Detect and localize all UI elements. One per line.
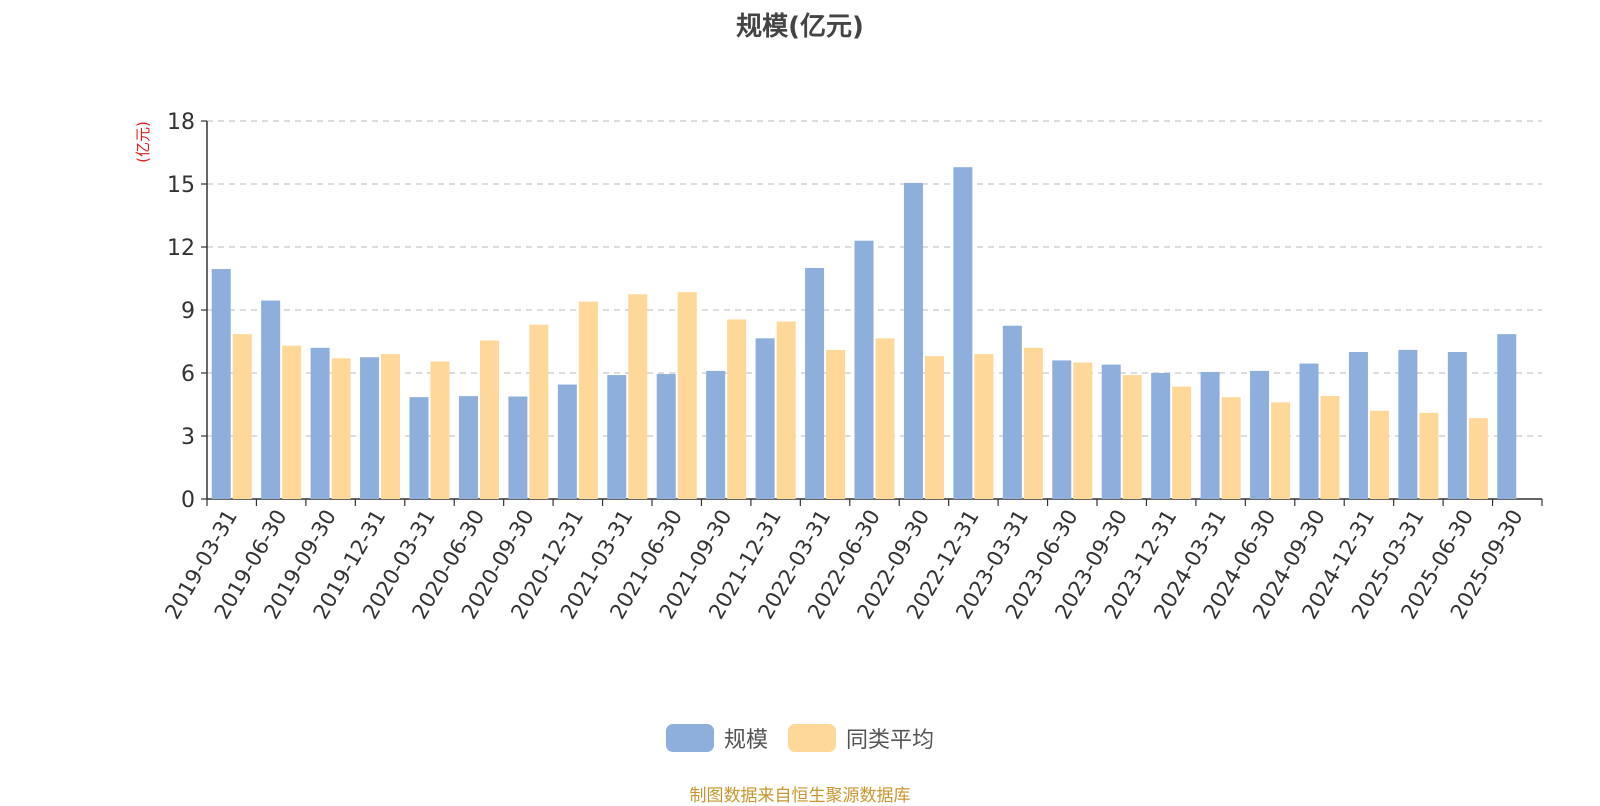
bar-series-1[interactable]	[1348, 352, 1368, 499]
bar-series-2[interactable]	[1320, 396, 1340, 499]
bar-series-1[interactable]	[1497, 334, 1517, 499]
legend: 规模 同类平均	[0, 722, 1600, 754]
bar-series-2[interactable]	[1271, 402, 1291, 499]
y-tick-label: 9	[181, 299, 195, 324]
axes	[201, 120, 1543, 506]
bars	[211, 167, 1517, 500]
bar-series-1[interactable]	[1002, 325, 1022, 499]
legend-item-series-2[interactable]: 同类平均	[788, 722, 934, 754]
bar-series-2[interactable]	[282, 345, 302, 499]
y-tick-label: 0	[181, 488, 195, 513]
legend-swatch-series-2	[788, 724, 836, 752]
bar-series-2[interactable]	[727, 319, 747, 499]
bar-series-2[interactable]	[578, 301, 598, 499]
bar-series-2[interactable]	[875, 338, 895, 499]
bar-series-2[interactable]	[924, 356, 944, 499]
bar-series-2[interactable]	[776, 321, 796, 499]
y-tick-label: 15	[167, 173, 195, 198]
bar-series-1[interactable]	[607, 375, 627, 499]
data-source-footer: 制图数据来自恒生聚源数据库	[689, 786, 911, 806]
bar-series-1[interactable]	[261, 300, 281, 499]
bar-series-1[interactable]	[706, 370, 726, 499]
bar-series-2[interactable]	[1369, 410, 1389, 499]
bar-series-2[interactable]	[677, 292, 697, 499]
legend-swatch-series-1	[665, 724, 714, 752]
bar-series-2[interactable]	[1073, 362, 1093, 500]
bar-series-2[interactable]	[1468, 418, 1488, 499]
legend-item-series-1[interactable]: 规模	[665, 722, 768, 754]
bar-series-1[interactable]	[1447, 352, 1467, 499]
y-tick-label: 12	[167, 236, 195, 261]
bar-series-2[interactable]	[1023, 347, 1043, 499]
legend-label-series-1: 规模	[723, 728, 768, 753]
legend-label-series-2: 同类平均	[846, 728, 935, 753]
bar-series-1[interactable]	[805, 268, 825, 499]
y-tick-label: 6	[181, 362, 195, 387]
bar-series-1[interactable]	[854, 240, 874, 499]
bar-series-1[interactable]	[458, 396, 478, 499]
bar-series-2[interactable]	[232, 334, 252, 499]
bar-series-1[interactable]	[557, 384, 577, 499]
bar-series-1[interactable]	[1151, 373, 1171, 499]
bar-series-1[interactable]	[903, 182, 923, 499]
bar-series-1[interactable]	[310, 347, 330, 499]
bar-series-2[interactable]	[430, 361, 450, 499]
bar-series-1[interactable]	[211, 269, 231, 499]
bar-series-1[interactable]	[1200, 371, 1220, 499]
bar-series-2[interactable]	[974, 354, 994, 499]
bar-series-2[interactable]	[826, 349, 846, 499]
bar-series-2[interactable]	[1122, 375, 1142, 499]
bar-series-2[interactable]	[1221, 397, 1241, 499]
bar-series-2[interactable]	[1172, 386, 1192, 499]
chart-title: 规模(亿元)	[736, 12, 864, 42]
y-tick-label: 3	[181, 425, 195, 450]
y-tick-label: 18	[167, 110, 195, 135]
bar-series-2[interactable]	[1419, 412, 1439, 499]
bar-series-1[interactable]	[409, 397, 429, 499]
bar-series-2[interactable]	[331, 358, 351, 499]
bar-series-2[interactable]	[479, 340, 499, 499]
bar-series-1[interactable]	[360, 357, 380, 499]
bar-series-1[interactable]	[1398, 349, 1418, 499]
bar-series-1[interactable]	[1250, 370, 1270, 499]
bar-series-2[interactable]	[529, 324, 549, 499]
bar-series-1[interactable]	[953, 167, 973, 499]
bar-series-1[interactable]	[1299, 363, 1319, 499]
bar-series-1[interactable]	[755, 338, 775, 499]
bar-series-1[interactable]	[656, 374, 676, 499]
bar-series-2[interactable]	[628, 294, 648, 499]
bar-series-2[interactable]	[381, 354, 401, 499]
bar-series-1[interactable]	[1101, 364, 1121, 499]
grid-lines	[207, 120, 1542, 437]
bar-series-1[interactable]	[508, 396, 528, 499]
y-axis-label: (亿元)	[134, 121, 152, 163]
bar-series-1[interactable]	[1052, 360, 1072, 499]
